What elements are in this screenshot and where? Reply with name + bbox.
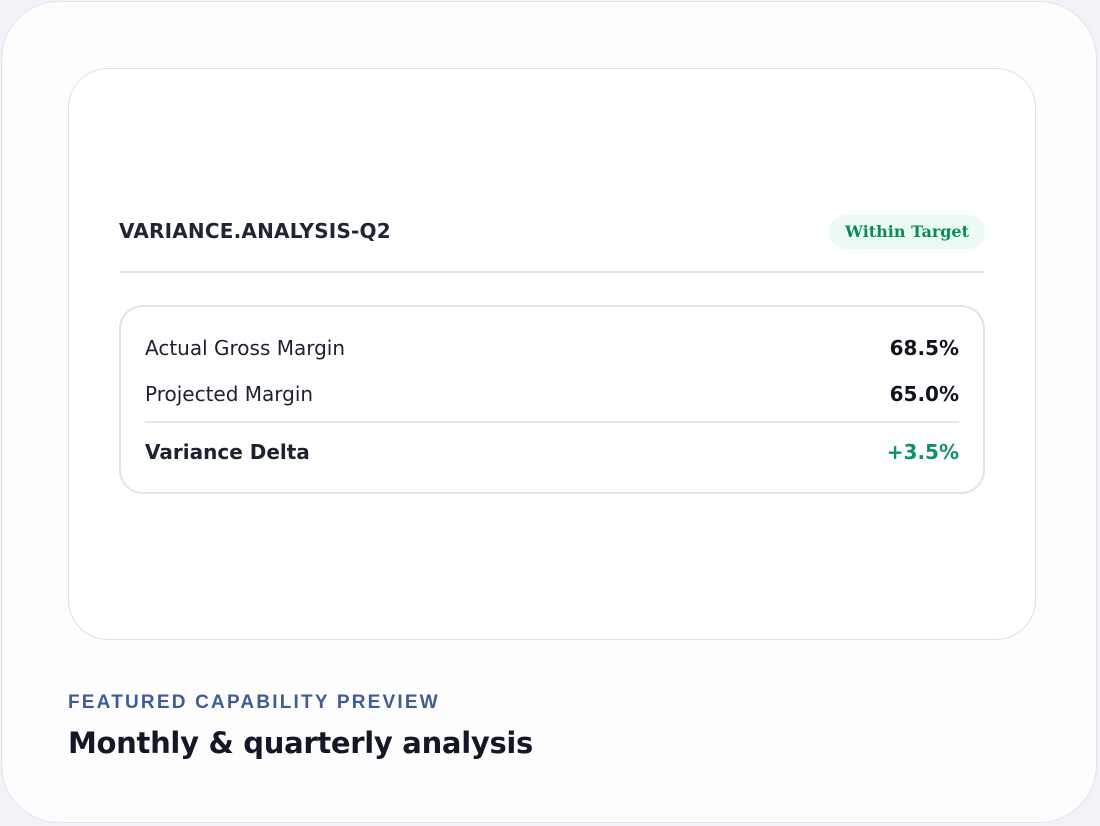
metric-row-actual-gross-margin: Actual Gross Margin 68.5% (145, 333, 959, 363)
metrics-box: Actual Gross Margin 68.5% Projected Marg… (119, 305, 985, 494)
metric-value: 68.5% (889, 336, 959, 360)
feature-title: Monthly & quarterly analysis (68, 726, 534, 760)
preview-panel: VARIANCE.ANALYSIS-Q2 Within Target Actua… (68, 68, 1036, 640)
metric-row-variance-delta: Variance Delta +3.5% (145, 437, 959, 467)
metrics-divider (145, 421, 959, 423)
report-header: VARIANCE.ANALYSIS-Q2 Within Target (119, 215, 985, 273)
status-badge: Within Target (829, 215, 985, 249)
metric-label: Projected Margin (145, 382, 314, 406)
report-title: VARIANCE.ANALYSIS-Q2 (119, 219, 391, 243)
metric-label: Actual Gross Margin (145, 336, 346, 360)
metric-row-projected-margin: Projected Margin 65.0% (145, 379, 959, 409)
delta-label: Variance Delta (145, 440, 310, 464)
feature-eyebrow: FEATURED CAPABILITY PREVIEW (68, 692, 440, 713)
metric-value: 65.0% (889, 382, 959, 406)
delta-value: +3.5% (886, 440, 959, 464)
